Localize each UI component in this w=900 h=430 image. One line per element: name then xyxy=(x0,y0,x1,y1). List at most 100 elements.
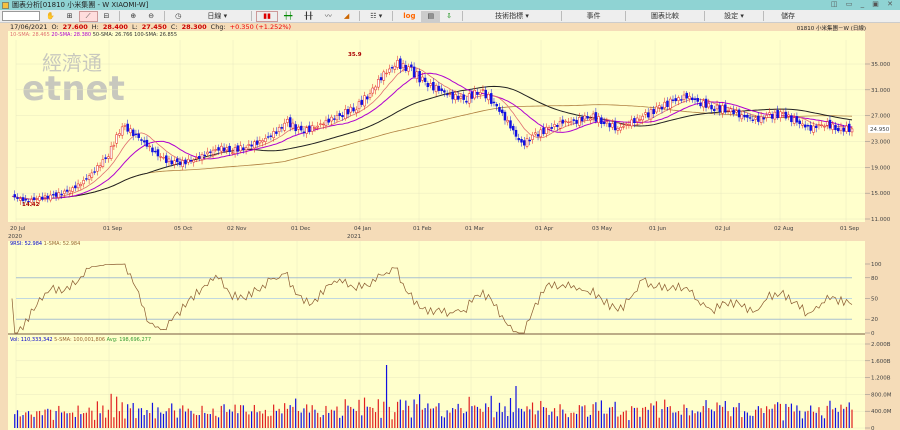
volume-bar xyxy=(548,415,549,428)
candle-body xyxy=(644,113,646,115)
volume-bar xyxy=(279,409,280,428)
volume-bar xyxy=(755,410,756,428)
volume-bar xyxy=(347,406,348,428)
volume-bar xyxy=(350,407,351,428)
volume-bar xyxy=(427,403,428,428)
volume-bar xyxy=(14,414,15,428)
candle-body xyxy=(573,120,575,121)
volume-bar xyxy=(491,396,492,428)
volume-bar xyxy=(444,417,445,428)
candle-body xyxy=(655,107,657,112)
volume-bar xyxy=(163,414,164,428)
candle-body xyxy=(366,97,368,99)
volume-bar xyxy=(146,410,147,428)
volume-bar xyxy=(460,408,461,428)
candle-body xyxy=(397,60,399,67)
volume-bar xyxy=(408,406,409,428)
volume-bar xyxy=(581,406,582,428)
volume-bar xyxy=(20,416,21,428)
volume-value: Vol: 110,333,342 xyxy=(10,337,53,343)
candle-body xyxy=(190,160,192,161)
candle-body xyxy=(245,148,247,150)
x-tick-label: 01 Sep xyxy=(840,226,860,232)
volume-bar xyxy=(413,399,414,428)
sma100-line xyxy=(12,105,852,199)
volume-bar xyxy=(69,413,70,428)
rsi-tick-label: 100 xyxy=(871,262,882,268)
volume-bar xyxy=(185,412,186,428)
candle-body xyxy=(509,121,511,129)
volume-bar xyxy=(201,406,202,428)
candle-body xyxy=(80,184,82,186)
volume-bar xyxy=(554,408,555,428)
candle-body xyxy=(716,105,718,109)
volume-bar xyxy=(708,408,709,428)
candle-body xyxy=(187,159,189,162)
candle-body xyxy=(341,115,343,117)
volume-bar xyxy=(604,414,605,428)
volume-bar xyxy=(714,411,715,428)
candle-body xyxy=(496,104,498,106)
volume-bar xyxy=(546,408,547,428)
volume-bar xyxy=(595,402,596,428)
volume-bar xyxy=(535,414,536,428)
volume-bar xyxy=(64,411,65,428)
volume-bar xyxy=(55,411,56,428)
chart-svg[interactable]: 35.00031.00027.00023.00019.00015.00011.0… xyxy=(0,0,900,430)
volume-bar xyxy=(761,408,762,428)
volume-bar xyxy=(419,394,420,428)
volume-bar xyxy=(749,416,750,428)
volume-bar xyxy=(796,405,797,428)
y-tick-label: 11.000 xyxy=(871,217,891,223)
volume-bar xyxy=(28,411,29,428)
candle-body xyxy=(697,98,699,101)
volume-bar xyxy=(559,404,560,428)
candle-body xyxy=(570,121,572,122)
volume-bar xyxy=(331,410,332,428)
volume-bar xyxy=(284,403,285,428)
candle-body xyxy=(330,117,332,121)
volume-bar xyxy=(584,405,585,428)
candle-body xyxy=(474,90,476,98)
volume-bar xyxy=(587,417,588,428)
candle-body xyxy=(768,113,770,115)
candle-body xyxy=(463,95,465,100)
volume-bar xyxy=(821,415,822,428)
volume-bar xyxy=(287,409,288,428)
volume-bar xyxy=(61,412,62,428)
volume-bar xyxy=(719,405,720,428)
volume-bar xyxy=(631,406,632,428)
candle-body xyxy=(823,126,825,127)
rsi-value: 9RSI: 52.984 xyxy=(10,241,42,247)
candle-body xyxy=(666,101,668,107)
volume-bar xyxy=(466,412,467,428)
volume-bar xyxy=(736,407,737,428)
candle-body xyxy=(782,112,784,113)
x-tick-label: 01 Jun xyxy=(649,226,667,232)
volume-bar xyxy=(53,420,54,428)
candle-body xyxy=(286,119,288,122)
candle-body xyxy=(449,94,451,95)
candle-body xyxy=(686,93,688,98)
volume-bar xyxy=(504,406,505,428)
candle-body xyxy=(344,109,346,118)
candle-body xyxy=(738,110,740,117)
candle-body xyxy=(116,135,118,144)
candle-body xyxy=(669,99,671,108)
volume-bar xyxy=(193,414,194,428)
volume-bar xyxy=(168,408,169,428)
volume-bar xyxy=(612,407,613,428)
candle-body xyxy=(350,107,352,112)
volume-bar xyxy=(160,412,161,428)
volume-bar xyxy=(543,407,544,428)
candle-body xyxy=(700,103,702,106)
candle-body xyxy=(17,198,19,199)
candle-body xyxy=(529,140,531,141)
candle-body xyxy=(377,79,379,87)
candle-body xyxy=(248,144,250,145)
candle-body xyxy=(545,127,547,134)
volume-bar xyxy=(840,405,841,428)
candle-body xyxy=(157,150,159,156)
candle-body xyxy=(799,121,801,124)
candle-body xyxy=(391,67,393,68)
